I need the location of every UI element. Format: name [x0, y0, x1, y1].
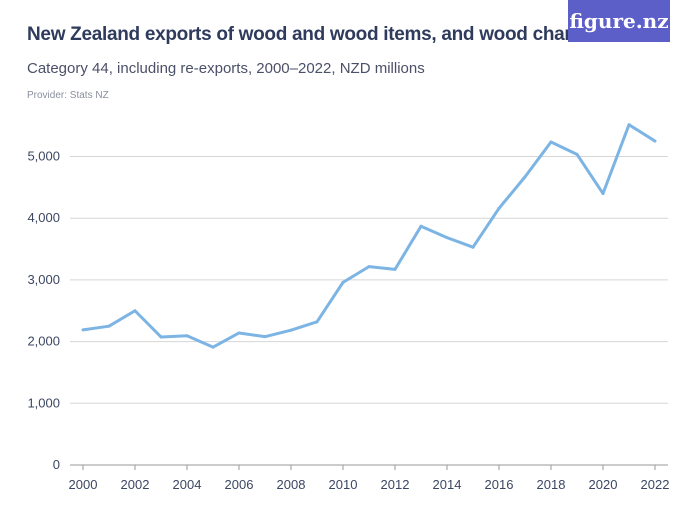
data-point: [341, 280, 345, 284]
data-point: [471, 245, 475, 249]
y-tick-label: 2,000: [27, 334, 60, 349]
y-tick-label: 4,000: [27, 210, 60, 225]
x-tick-label: 2016: [485, 477, 514, 492]
x-tick-label: 2020: [589, 477, 618, 492]
data-point: [575, 152, 579, 156]
x-tick-label: 2010: [329, 477, 358, 492]
provider-text: Provider: Stats NZ: [27, 90, 109, 101]
y-tick-label: 1,000: [27, 395, 60, 410]
x-tick-label: 2000: [69, 477, 98, 492]
y-tick-label: 3,000: [27, 272, 60, 287]
y-tick-label: 0: [53, 457, 60, 472]
data-point: [133, 309, 137, 313]
x-tick-label: 2022: [641, 477, 670, 492]
chart-subtitle: Category 44, including re-exports, 2000–…: [27, 60, 425, 77]
data-point: [601, 192, 605, 196]
data-point: [445, 236, 449, 240]
x-tick-label: 2012: [381, 477, 410, 492]
data-point: [211, 345, 215, 349]
data-point: [263, 335, 267, 339]
data-point: [107, 324, 111, 328]
x-tick-label: 2014: [433, 477, 462, 492]
data-point: [523, 175, 527, 179]
y-tick-label: 5,000: [27, 149, 60, 164]
data-point: [627, 123, 631, 127]
data-point: [289, 328, 293, 332]
data-point: [81, 328, 85, 332]
data-point: [159, 335, 163, 339]
data-point: [497, 206, 501, 210]
data-point: [367, 265, 371, 269]
data-point: [419, 224, 423, 228]
data-point: [237, 331, 241, 335]
data-point: [653, 139, 657, 143]
chart-title: New Zealand exports of wood and wood ite…: [27, 24, 609, 45]
data-point: [549, 140, 553, 144]
figure-nz-logo[interactable]: figure.nz: [568, 0, 670, 42]
x-tick-label: 2004: [173, 477, 202, 492]
data-point: [393, 267, 397, 271]
x-tick-label: 2008: [277, 477, 306, 492]
data-point: [185, 334, 189, 338]
data-point: [315, 320, 319, 324]
x-tick-label: 2018: [537, 477, 566, 492]
series-line: [82, 123, 656, 349]
x-tick-label: 2006: [225, 477, 254, 492]
x-tick-label: 2002: [121, 477, 150, 492]
